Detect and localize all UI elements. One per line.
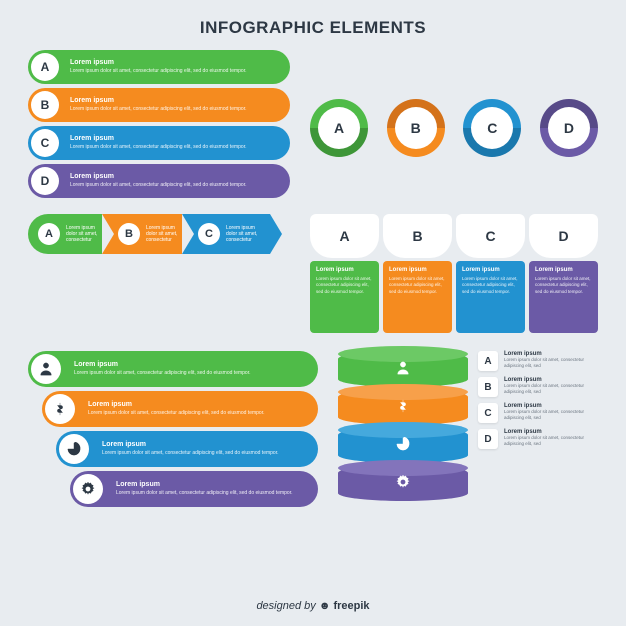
section-cylinders: .cyl[style*='#4fbb48']::before{backgroun… — [338, 351, 598, 507]
letter-circle: B — [31, 91, 59, 119]
icon-bar: Lorem ipsumLorem ipsum dolor sit amet, c… — [56, 431, 318, 467]
linked-circle: B — [387, 99, 445, 157]
letter-bar: D Lorem ipsumLorem ipsum dolor sit amet,… — [28, 164, 290, 198]
cylinder-callout: B Lorem ipsumLorem ipsum dolor sit amet,… — [478, 377, 598, 397]
cylinder-callout: D Lorem ipsumLorem ipsum dolor sit amet,… — [478, 429, 598, 449]
letter-circle: A — [31, 53, 59, 81]
users-icon — [31, 354, 61, 384]
vertical-tab: A Lorem ipsum Lorem ipsum dolor sit amet… — [310, 214, 379, 333]
gear-icon — [73, 474, 103, 504]
pie-icon — [59, 434, 89, 464]
page-title: INFOGRAPHIC ELEMENTS — [28, 18, 598, 38]
cylinder-layer: .cyl[style*='#6b5aa6']::before{backgroun… — [338, 465, 468, 501]
linked-circle: D — [540, 99, 598, 157]
chevron-step: A Lorem ipsum dolor sit amet, consectetu… — [28, 214, 110, 254]
cylinder-layer: .cyl[style*='#4fbb48']::before{backgroun… — [338, 351, 468, 387]
chevron-step: B Lorem ipsum dolor sit amet, consectetu… — [102, 214, 190, 254]
letter-bar: B Lorem ipsumLorem ipsum dolor sit amet,… — [28, 88, 290, 122]
letter-circle: D — [31, 167, 59, 195]
money-icon — [396, 399, 410, 416]
vertical-tab: D Lorem ipsum Lorem ipsum dolor sit amet… — [529, 214, 598, 333]
money-icon — [45, 394, 75, 424]
linked-circle: A — [310, 99, 368, 157]
cylinder-callout: A Lorem ipsumLorem ipsum dolor sit amet,… — [478, 351, 598, 371]
linked-circle: C — [463, 99, 521, 157]
cylinder-layer: .cyl[style*='#f58b1f']::before{backgroun… — [338, 389, 468, 425]
icon-bar: Lorem ipsumLorem ipsum dolor sit amet, c… — [70, 471, 318, 507]
icon-bar: Lorem ipsumLorem ipsum dolor sit amet, c… — [28, 351, 318, 387]
section-chevrons: A Lorem ipsum dolor sit amet, consectetu… — [28, 214, 290, 333]
cylinder-callout: C Lorem ipsumLorem ipsum dolor sit amet,… — [478, 403, 598, 423]
vertical-tab: B Lorem ipsum Lorem ipsum dolor sit amet… — [383, 214, 452, 333]
gear-icon — [396, 475, 410, 492]
letter-bar: C Lorem ipsumLorem ipsum dolor sit amet,… — [28, 126, 290, 160]
letter-circle: C — [31, 129, 59, 157]
section-linked-circles: A B C D — [310, 50, 598, 198]
section-letter-bars: A Lorem ipsumLorem ipsum dolor sit amet,… — [28, 50, 290, 198]
users-icon — [396, 361, 410, 378]
icon-bar: Lorem ipsumLorem ipsum dolor sit amet, c… — [42, 391, 318, 427]
vertical-tab: C Lorem ipsum Lorem ipsum dolor sit amet… — [456, 214, 525, 333]
cylinder-layer: .cyl[style*='#2292d0']::before{backgroun… — [338, 427, 468, 463]
section-vertical-tabs: A Lorem ipsum Lorem ipsum dolor sit amet… — [310, 214, 598, 333]
chevron-step: C Lorem ipsum dolor sit amet, consectetu… — [182, 214, 270, 254]
section-icon-bars: Lorem ipsumLorem ipsum dolor sit amet, c… — [28, 351, 318, 507]
letter-bar: A Lorem ipsumLorem ipsum dolor sit amet,… — [28, 50, 290, 84]
pie-icon — [396, 437, 410, 454]
footer-credit: designed by ☻ freepik — [0, 600, 626, 612]
